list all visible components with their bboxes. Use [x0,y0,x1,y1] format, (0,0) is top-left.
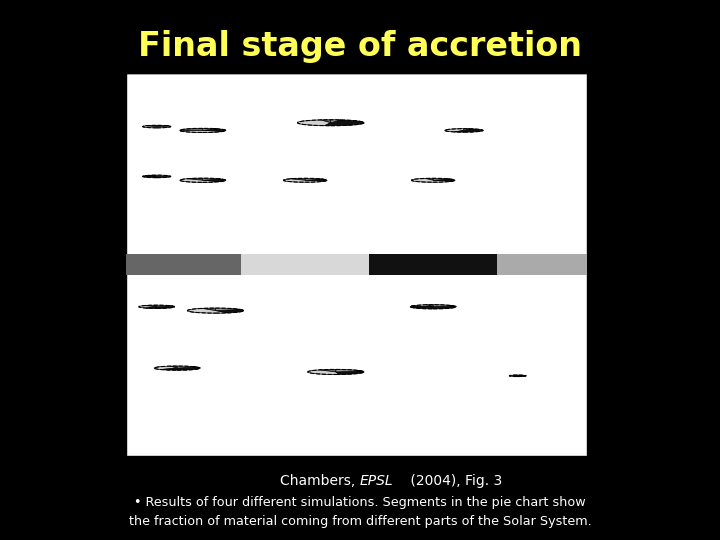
Polygon shape [284,179,326,182]
Polygon shape [187,178,203,180]
Polygon shape [180,129,203,131]
Polygon shape [203,178,220,180]
Bar [241,254,369,275]
Text: (2004), Fig. 3: (2004), Fig. 3 [406,474,503,488]
Polygon shape [445,129,464,132]
Polygon shape [157,305,173,307]
Polygon shape [161,367,200,370]
Text: Final stage of accretion: Final stage of accretion [138,30,582,63]
Polygon shape [180,179,220,183]
Bar [498,254,595,275]
Polygon shape [177,366,196,368]
Polygon shape [146,306,175,308]
Polygon shape [297,120,330,126]
Polygon shape [305,178,323,180]
Polygon shape [411,178,453,182]
Polygon shape [215,309,244,313]
Polygon shape [464,129,470,130]
Text: Chambers,: Chambers, [280,474,360,488]
Polygon shape [187,308,229,313]
Polygon shape [157,175,171,177]
Polygon shape [411,305,433,307]
Polygon shape [139,306,157,308]
Polygon shape [143,176,171,178]
Bar [369,254,498,275]
Polygon shape [143,126,171,128]
Bar [126,254,241,275]
Polygon shape [148,175,157,177]
Polygon shape [426,305,433,307]
Polygon shape [215,308,240,310]
Polygon shape [290,178,305,180]
Polygon shape [336,371,364,374]
Polygon shape [336,369,361,372]
Polygon shape [433,179,455,181]
Polygon shape [410,306,456,309]
Text: EPSL: EPSL [360,474,394,488]
X-axis label: Distance from Sun (AU): Distance from Sun (AU) [283,484,430,497]
Polygon shape [305,179,327,181]
Polygon shape [154,366,177,369]
Polygon shape [203,129,216,130]
Polygon shape [426,178,433,180]
Polygon shape [433,305,454,307]
Polygon shape [307,370,339,374]
Polygon shape [454,129,483,132]
Polygon shape [203,129,226,131]
Polygon shape [511,375,518,376]
Polygon shape [518,375,526,376]
Polygon shape [170,366,177,368]
Polygon shape [320,120,330,123]
Polygon shape [330,120,341,123]
Polygon shape [145,305,157,307]
Polygon shape [145,176,157,177]
Text: • Results of four different simulations. Segments in the pie chart show: • Results of four different simulations.… [134,496,586,509]
Polygon shape [509,375,518,376]
Polygon shape [202,308,215,310]
Polygon shape [145,125,157,126]
Polygon shape [325,120,364,126]
Text: the fraction of material coming from different parts of the Solar System.: the fraction of material coming from dif… [129,515,591,528]
Polygon shape [203,179,226,181]
Polygon shape [157,125,169,126]
Polygon shape [433,178,450,180]
Polygon shape [180,130,224,132]
Polygon shape [320,369,336,372]
